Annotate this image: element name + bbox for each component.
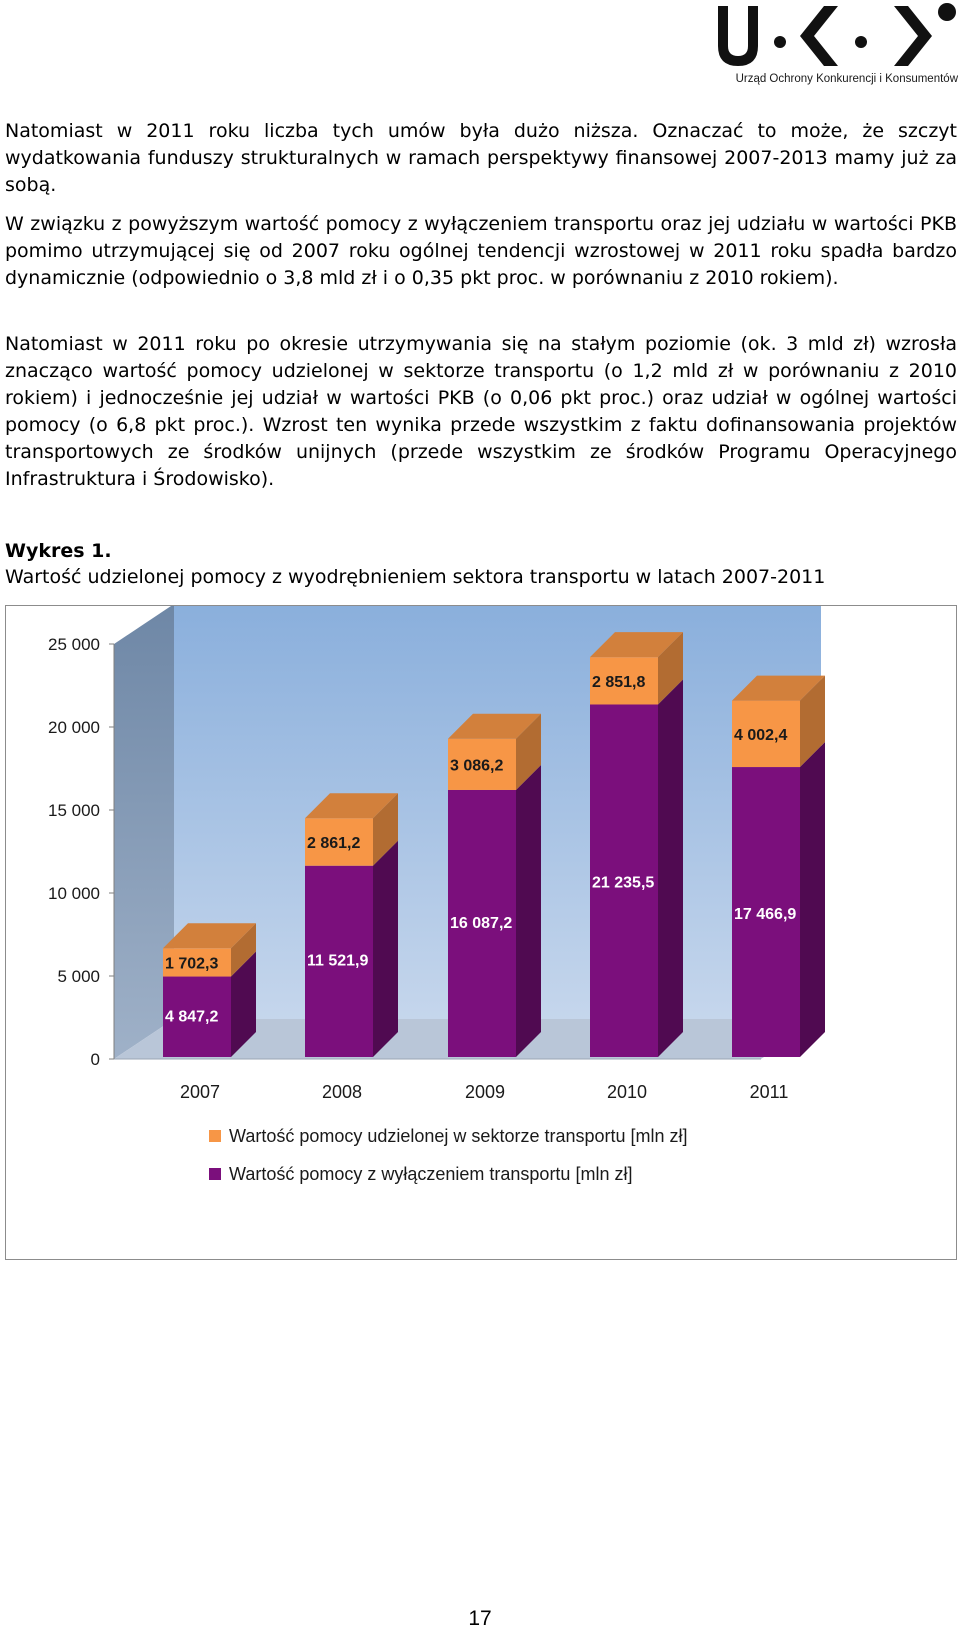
bar-top-face [732, 675, 825, 701]
bar-segment-aid-excl-transport [590, 704, 658, 1057]
chart-side-wall [114, 606, 174, 1059]
bar-side-transport-aid [800, 675, 825, 768]
data-label-transport: 3 086,2 [450, 757, 503, 774]
data-label-transport: 4 002,4 [734, 727, 787, 744]
y-tick-label: 5 000 [57, 967, 100, 986]
bar-side-aid-excl-transport [800, 742, 825, 1057]
data-label-transport: 1 702,3 [165, 955, 218, 972]
y-tick-label: 0 [91, 1050, 100, 1069]
legend-swatch [209, 1130, 221, 1142]
data-label-transport: 2 861,2 [307, 835, 360, 852]
logo-caption: Urząd Ochrony Konkurencji i Konsumentów [735, 73, 958, 85]
bar-segment-transport-aid [448, 738, 516, 790]
bar-top-face [590, 632, 683, 658]
data-label-excl-transport: 11 521,9 [307, 953, 369, 970]
data-label-excl-transport: 4 847,2 [165, 1009, 218, 1026]
x-tick-label: 2008 [322, 1082, 362, 1102]
chart-container: 0 5 000 10 000 15 000 20 000 25 000 1 702,3 4 8… [5, 605, 957, 1260]
x-tick-label: 2011 [750, 1082, 789, 1102]
data-label-excl-transport: 17 466,9 [734, 906, 796, 923]
bar-top-face [448, 713, 541, 739]
bar-side-aid-excl-transport [373, 840, 398, 1057]
data-label-transport: 2 851,8 [592, 674, 645, 691]
bar-side-aid-excl-transport [658, 679, 683, 1057]
bar-segment-aid-excl-transport [732, 767, 800, 1057]
x-tick-label: 2007 [180, 1082, 220, 1102]
bar-segment-aid-excl-transport [163, 976, 231, 1057]
bar-segment-aid-excl-transport [305, 865, 373, 1057]
bar-side-transport-aid [516, 713, 541, 790]
bar-top-face [305, 793, 398, 819]
data-label-excl-transport: 16 087,2 [450, 915, 512, 932]
bar-segment-transport-aid [732, 700, 800, 768]
page-number: 17 [468, 1607, 492, 1630]
bar-side-transport-aid [373, 793, 398, 866]
legend-label: Wartość pomocy udzielonej w sektorze tra… [229, 1126, 688, 1146]
figure-number: Wykres 1. [5, 540, 112, 562]
bar-side-aid-excl-transport [516, 764, 541, 1057]
bar-segment-aid-excl-transport [448, 789, 516, 1057]
uokik-logo: Urząd Ochrony Konkurencji i Konsumentów [718, 0, 960, 92]
bar-top-face [163, 923, 256, 949]
paragraph-2: W związku z powyższym wartość pomocy z w… [5, 213, 957, 289]
paragraph-1: Natomiast w 2011 roku liczba tych umów b… [5, 120, 957, 196]
bar-segment-transport-aid [305, 818, 373, 866]
figure-title: Wartość udzielonej pomocy z wyodrębnieni… [5, 566, 826, 588]
bar-segment-transport-aid [163, 948, 231, 977]
x-tick-label: 2010 [607, 1082, 647, 1102]
uokik-logo-mark [718, 3, 956, 66]
y-tick-label: 20 000 [48, 718, 100, 737]
x-tick-label: 2009 [465, 1082, 505, 1102]
bar-side-transport-aid [231, 923, 256, 977]
y-tick-label: 15 000 [48, 801, 100, 820]
y-tick-label: 10 000 [48, 884, 100, 903]
y-tick-label: 25 000 [48, 635, 100, 654]
bar-side-transport-aid [658, 632, 683, 705]
paragraph-3: Natomiast w 2011 roku po okresie utrzymy… [5, 333, 957, 490]
legend-swatch [209, 1168, 221, 1180]
legend-label: Wartość pomocy z wyłączeniem transportu … [229, 1164, 632, 1184]
bar-segment-transport-aid [590, 657, 658, 705]
data-label-excl-transport: 21 235,5 [592, 874, 654, 891]
stacked-bar-chart: 0 5 000 10 000 15 000 20 000 25 000 1 702,3 4 8… [48, 606, 825, 1184]
bar-side-aid-excl-transport [231, 951, 256, 1057]
